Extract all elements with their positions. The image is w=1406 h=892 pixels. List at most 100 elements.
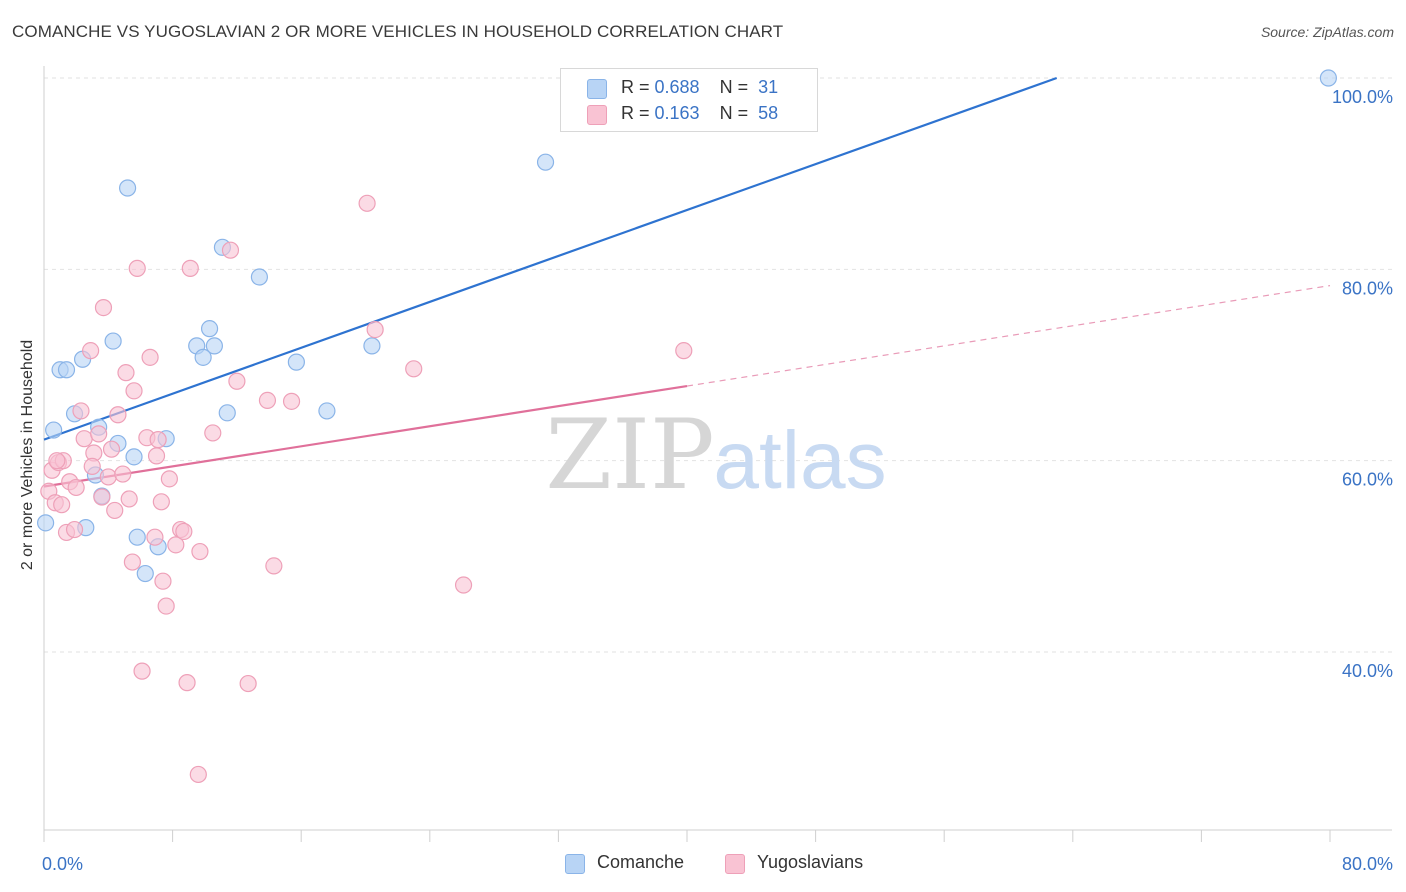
- comanche-point: [128, 528, 146, 546]
- yugoslavians-point: [106, 501, 124, 520]
- legend-r-value: 0.163: [654, 103, 700, 123]
- legend-n-value: 31: [758, 77, 779, 97]
- comanche-point: [250, 268, 269, 286]
- yugoslavians-point: [228, 372, 246, 390]
- yugoslavians-swatch: [587, 105, 607, 125]
- yugoslavians-point: [146, 528, 164, 546]
- comanche-point: [118, 179, 137, 197]
- comanche-point: [45, 421, 63, 439]
- yugoslavians-point: [90, 425, 108, 443]
- yugoslavians-point: [157, 597, 175, 615]
- yugoslavians-point: [128, 259, 146, 277]
- yugoslavians-point: [282, 392, 301, 410]
- comanche-point: [37, 514, 55, 532]
- yugoslavians-swatch: [725, 854, 745, 874]
- yugoslavians-point: [675, 342, 693, 360]
- yugoslavians-point: [117, 364, 135, 382]
- yugoslavians-point: [189, 765, 207, 784]
- legend-label-yugoslavians: Yugoslavians: [757, 852, 864, 872]
- comanche-point: [205, 337, 223, 355]
- comanche-point: [536, 153, 555, 171]
- data-points: [37, 69, 1337, 784]
- yugoslavians-point: [123, 553, 142, 571]
- comanche-point: [200, 320, 219, 338]
- yugoslavians-point: [72, 402, 90, 420]
- yugoslavians-point: [93, 488, 111, 506]
- yugoslavians-point: [181, 259, 199, 277]
- comanche-point: [125, 448, 143, 466]
- yugoslavians-point: [120, 490, 138, 508]
- yugoslavians-point: [258, 391, 277, 409]
- yugoslavians-point: [167, 536, 185, 554]
- comanche-point: [1319, 69, 1337, 87]
- watermark-zip: ZIP: [545, 399, 714, 511]
- yugoslavians-point: [67, 478, 85, 497]
- chart-title: COMANCHE VS YUGOSLAVIAN 2 OR MORE VEHICL…: [12, 22, 784, 41]
- trend-lines: [43, 76, 1331, 488]
- yugoslavians-point: [191, 542, 209, 561]
- legend-n-label: N =: [719, 103, 754, 123]
- comanche-point: [104, 332, 122, 350]
- comanche-point: [57, 361, 76, 379]
- correlation-legend: R = 0.688 N = 31 R = 0.163 N = 58: [560, 68, 818, 132]
- yugoslavians-point: [366, 321, 384, 339]
- comanche-point: [136, 564, 154, 583]
- yugoslavians-trend-line: [43, 384, 688, 488]
- legend-label-comanche: Comanche: [597, 852, 685, 872]
- yugoslavians-point: [178, 674, 196, 692]
- comanche-point: [318, 402, 336, 420]
- watermark-atlas: atlas: [713, 415, 886, 506]
- yugoslavians-point: [141, 348, 159, 366]
- comanche-point: [218, 404, 236, 422]
- comanche-point: [194, 348, 212, 366]
- legend-r-label: R =: [621, 77, 655, 97]
- tick-labels: 40.0% 60.0% 80.0% 100.0% 0.0% 80.0%: [42, 87, 1393, 874]
- y-axis-label: 2 or more Vehicles in Household: [19, 339, 36, 571]
- yugoslavians-point: [65, 520, 84, 539]
- gridlines: [44, 77, 1392, 653]
- legend-r-label: R =: [621, 103, 655, 123]
- yugoslavians-point: [147, 447, 166, 465]
- yugoslavians-point: [358, 194, 376, 212]
- yugoslavians-point: [133, 662, 151, 680]
- yugoslavians-point: [405, 360, 423, 378]
- yugoslavians-point: [265, 557, 283, 575]
- y-tick-label: 60.0%: [1342, 470, 1393, 490]
- yugoslavians-point: [154, 572, 172, 590]
- comanche-point: [363, 337, 381, 355]
- yugoslavians-point: [83, 457, 101, 476]
- yugoslavians-point: [99, 468, 117, 486]
- yugoslavians-point: [125, 382, 143, 400]
- y-tick-label: 100.0%: [1332, 87, 1393, 107]
- x-tick-label: 80.0%: [1342, 854, 1393, 874]
- yugoslavians-point: [152, 493, 170, 511]
- comanche-swatch: [565, 854, 585, 874]
- comanche-swatch: [587, 79, 607, 99]
- yugoslavians-point: [82, 342, 100, 360]
- yugoslavians-point: [175, 522, 193, 541]
- comanche-point: [287, 353, 305, 371]
- yugoslavians-point: [204, 424, 222, 442]
- legend-n-value: 58: [758, 103, 779, 123]
- axes: [43, 66, 1392, 842]
- comanche-trend-line: [43, 76, 1058, 441]
- yugoslavians-point: [53, 496, 71, 514]
- yugoslavians-point: [114, 465, 132, 483]
- y-tick-label: 80.0%: [1342, 278, 1393, 298]
- yugoslavians-trend-extension: [686, 285, 1331, 387]
- source-credit: Source: ZipAtlas.com: [1260, 24, 1394, 40]
- yugoslavians-point: [94, 299, 113, 317]
- yugoslavians-point: [102, 440, 121, 458]
- yugoslavians-point: [48, 452, 66, 470]
- x-tick-label: 0.0%: [42, 854, 83, 874]
- legend-r-value: 0.688: [654, 77, 700, 97]
- legend-n-label: N =: [719, 77, 754, 97]
- y-tick-label: 40.0%: [1342, 661, 1393, 681]
- yugoslavians-point: [109, 406, 127, 424]
- yugoslavians-point: [75, 430, 93, 448]
- yugoslavians-point: [239, 674, 257, 693]
- yugoslavians-point: [221, 241, 240, 259]
- yugoslavians-point: [149, 431, 167, 449]
- yugoslavians-point: [454, 576, 473, 594]
